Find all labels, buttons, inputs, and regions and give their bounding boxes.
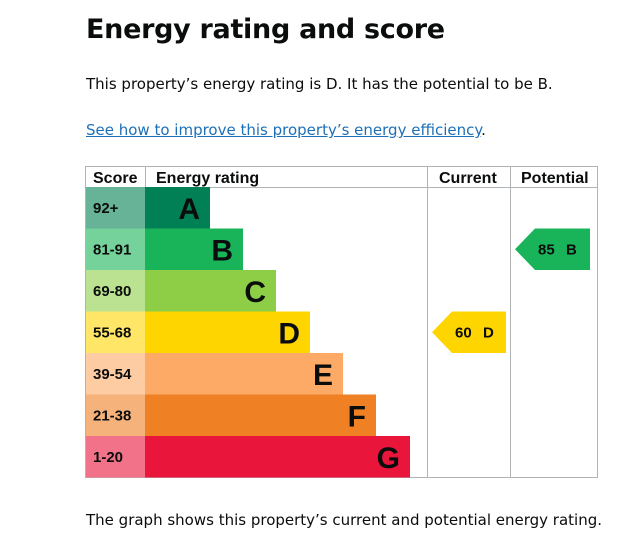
rating-markers: 60 D 85 B — [432, 228, 590, 353]
band-a: 92+ A — [86, 187, 210, 229]
band-a-score: 92+ — [93, 200, 119, 217]
potential-score: 85 — [538, 241, 555, 258]
band-e-score-cell — [86, 353, 145, 395]
band-g-bar — [145, 436, 410, 478]
current-marker-arrow — [432, 311, 506, 353]
band-b-score-cell — [86, 228, 145, 270]
band-a-score-cell — [86, 187, 145, 229]
band-c-score: 69-80 — [93, 283, 131, 300]
band-d: 55-68 D — [86, 311, 310, 353]
page-title: Energy rating and score — [86, 14, 445, 45]
current-letter: D — [483, 324, 494, 341]
band-d-score-cell — [86, 311, 145, 353]
header-potential: Potential — [521, 170, 589, 187]
band-g: 1-20 G — [86, 436, 410, 478]
band-c: 69-80 C — [86, 270, 276, 312]
current-rating-marker: 60 D — [432, 311, 506, 353]
potential-marker-arrow — [515, 228, 590, 270]
band-e-bar — [145, 353, 343, 395]
band-f-letter: F — [348, 400, 366, 433]
rating-bands: 92+ A 81-91 B 69-80 C 55-68 D 39-54 E 21-38 F 1-20 G — [86, 187, 410, 478]
band-f-bar — [145, 394, 376, 436]
band-b-score: 81-91 — [93, 241, 131, 258]
band-f-score-cell — [86, 394, 145, 436]
band-d-bar — [145, 311, 310, 353]
band-c-score-cell — [86, 270, 145, 312]
improve-efficiency-link[interactable]: See how to improve this property’s energ… — [86, 121, 482, 139]
potential-rating-marker: 85 B — [515, 228, 590, 270]
band-e-letter: E — [313, 359, 333, 392]
band-g-score: 1-20 — [93, 449, 123, 466]
band-f: 21-38 F — [86, 394, 376, 436]
band-d-letter: D — [278, 317, 300, 350]
band-e-score: 39-54 — [93, 366, 132, 383]
band-f-score: 21-38 — [93, 407, 131, 424]
current-score: 60 — [455, 324, 472, 341]
band-c-letter: C — [244, 276, 266, 309]
band-b-bar — [145, 228, 243, 270]
potential-letter: B — [566, 241, 577, 258]
band-d-score: 55-68 — [93, 324, 131, 341]
header-score: Score — [93, 170, 138, 187]
band-a-bar — [145, 187, 210, 229]
header-current: Current — [439, 170, 497, 187]
header-energy-rating: Energy rating — [156, 170, 259, 187]
band-e: 39-54 E — [86, 353, 343, 395]
improve-link-line: See how to improve this property’s energ… — [86, 121, 486, 139]
band-g-letter: G — [377, 442, 400, 475]
chart-caption: The graph shows this property’s current … — [86, 511, 602, 529]
band-c-bar — [145, 270, 276, 312]
band-b: 81-91 B — [86, 228, 243, 270]
band-b-letter: B — [211, 234, 233, 267]
band-g-score-cell — [86, 436, 145, 478]
band-a-letter: A — [178, 193, 200, 226]
rating-summary: This property’s energy rating is D. It h… — [86, 75, 553, 93]
link-suffix: . — [481, 121, 486, 139]
